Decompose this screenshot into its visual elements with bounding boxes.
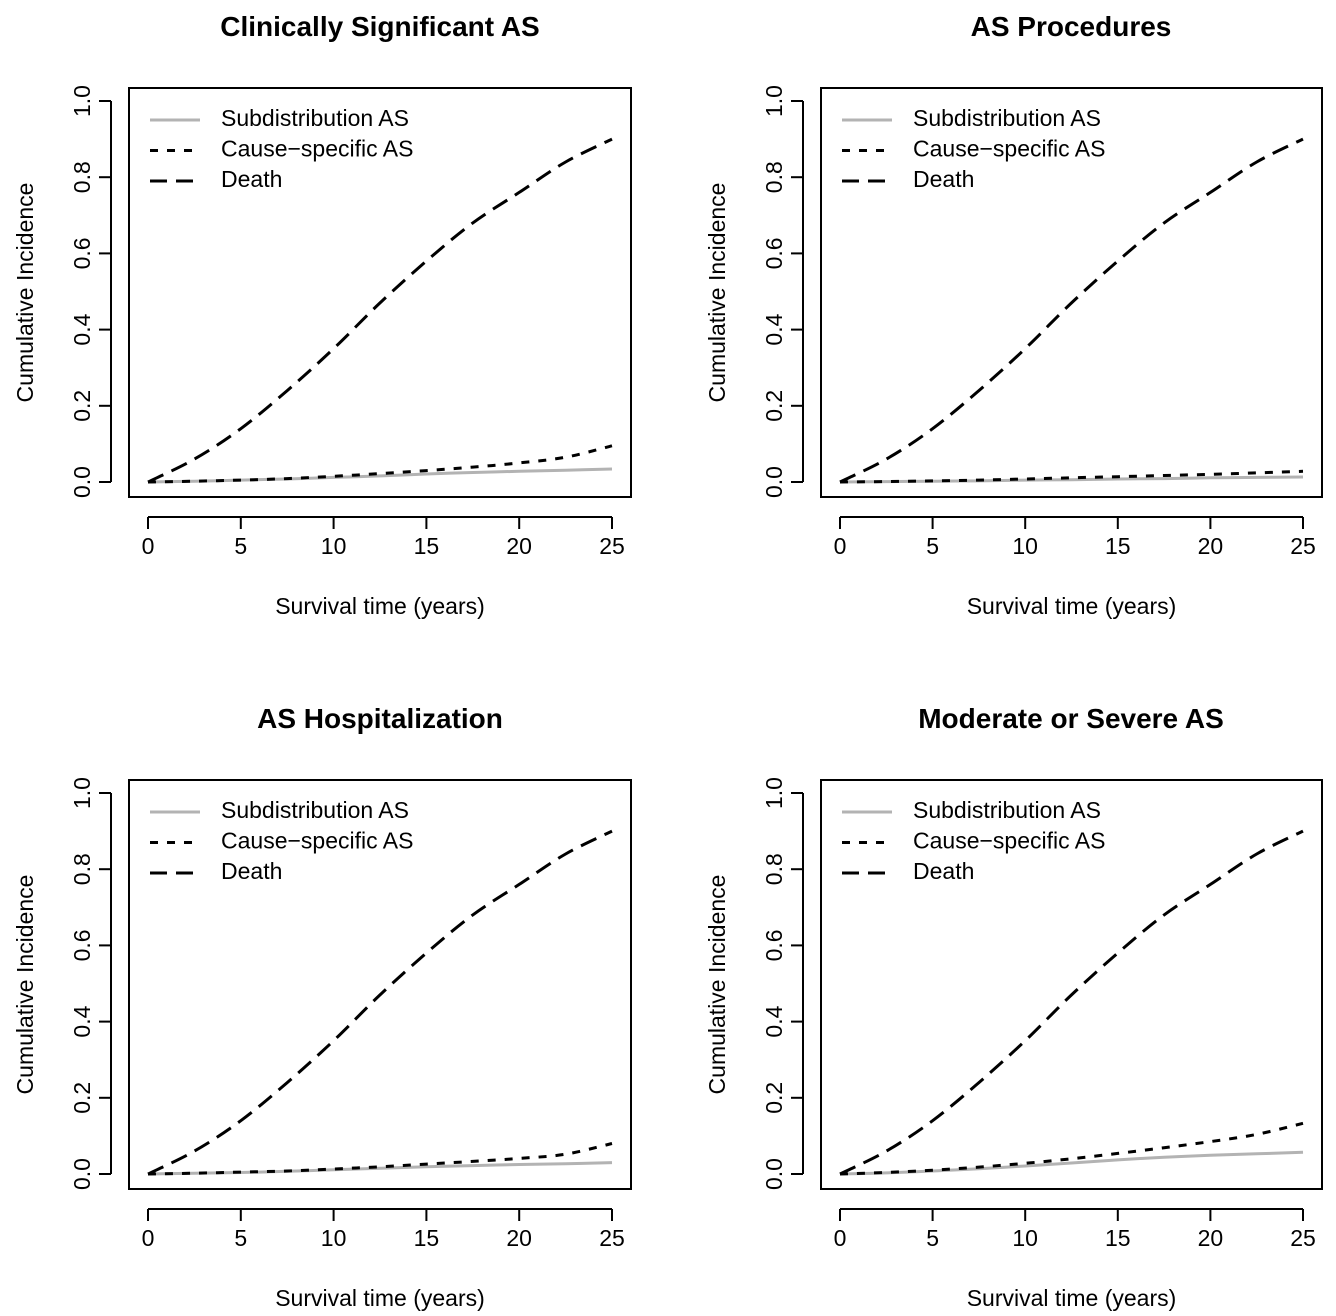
y-tick-label: 0.2 [761, 1082, 787, 1114]
y-tick-label: 1.0 [69, 777, 95, 809]
legend-label: Cause−specific AS [221, 828, 413, 854]
y-axis-title: Cumulative Incidence [12, 183, 38, 403]
x-tick-label: 0 [834, 533, 847, 559]
x-tick-label: 15 [414, 533, 440, 559]
legend-label: Cause−specific AS [913, 136, 1105, 162]
x-tick-label: 10 [321, 533, 347, 559]
y-tick-label: 0.8 [761, 853, 787, 885]
legend-label: Death [913, 858, 974, 884]
x-tick-label: 5 [234, 533, 247, 559]
chart-panel-clinically-significant-as: Clinically Significant AS 0 5 10 15 20 25 Survi… [12, 11, 632, 619]
legend-label: Death [221, 166, 282, 192]
y-tick-label: 0.6 [761, 237, 787, 269]
legend: Subdistribution AS Cause−specific AS Death [150, 105, 413, 192]
chart-panel-moderate-or-severe-as: Moderate or Severe AS 0 5 10 15 20 25 Survival … [704, 703, 1323, 1311]
x-tick-label: 20 [1198, 1225, 1224, 1251]
legend-label: Death [913, 166, 974, 192]
y-tick-label: 0.6 [69, 237, 95, 269]
x-axis-title: Survival time (years) [275, 1285, 485, 1311]
legend: Subdistribution AS Cause−specific AS Death [150, 797, 413, 884]
y-tick-label: 0.4 [69, 1005, 95, 1037]
legend-label: Subdistribution AS [221, 797, 409, 823]
plot-frame [128, 87, 632, 498]
y-tick-label: 0.2 [761, 390, 787, 422]
legend-label: Death [221, 858, 282, 884]
series-line-death [839, 137, 1304, 484]
x-tick-label: 5 [926, 533, 939, 559]
legend-label: Cause−specific AS [913, 828, 1105, 854]
legend: Subdistribution AS Cause−specific AS Death [842, 105, 1105, 192]
x-axis-title: Survival time (years) [967, 593, 1177, 619]
x-axis-title: Survival time (years) [275, 593, 485, 619]
legend-label: Subdistribution AS [913, 105, 1101, 131]
series-line-subdistribution-as [147, 1161, 613, 1176]
y-axis-title: Cumulative Incidence [12, 875, 38, 1095]
x-tick-label: 20 [1198, 533, 1224, 559]
y-tick-label: 0.0 [69, 1158, 95, 1190]
y-tick-label: 0.2 [69, 1082, 95, 1114]
x-tick-label: 25 [599, 1225, 625, 1251]
series-line-cause-specific-as [839, 1121, 1304, 1176]
y-tick-label: 0.4 [69, 313, 95, 345]
x-tick-label: 10 [321, 1225, 347, 1251]
series-line-death [839, 829, 1304, 1176]
x-tick-label: 20 [506, 1225, 532, 1251]
legend: Subdistribution AS Cause−specific AS Death [842, 797, 1105, 884]
plot-frame [128, 779, 632, 1190]
x-tick-label: 0 [142, 1225, 155, 1251]
chart-panel-as-hospitalization: AS Hospitalization 0 5 10 15 20 25 Survival tim… [12, 703, 632, 1311]
chart-panel-as-procedures: AS Procedures 0 5 10 15 20 25 Survival time (ye… [704, 11, 1323, 619]
plot-frame [820, 779, 1323, 1190]
y-tick-label: 0.4 [761, 313, 787, 345]
y-tick-label: 0.8 [761, 161, 787, 193]
x-tick-label: 5 [234, 1225, 247, 1251]
y-tick-label: 0.8 [69, 161, 95, 193]
chart-title: Clinically Significant AS [220, 11, 539, 42]
x-tick-label: 0 [142, 533, 155, 559]
legend-label: Subdistribution AS [221, 105, 409, 131]
y-tick-label: 1.0 [761, 777, 787, 809]
x-tick-label: 25 [1290, 533, 1316, 559]
chart-title: Moderate or Severe AS [918, 703, 1224, 734]
series-line-death [147, 829, 613, 1176]
x-tick-label: 25 [1290, 1225, 1316, 1251]
y-axis-title: Cumulative Incidence [704, 183, 730, 403]
series-line-subdistribution-as [839, 1150, 1304, 1176]
x-tick-label: 0 [834, 1225, 847, 1251]
y-tick-label: 0.8 [69, 853, 95, 885]
x-tick-label: 15 [414, 1225, 440, 1251]
y-tick-label: 0.0 [761, 466, 787, 498]
x-tick-label: 15 [1105, 1225, 1131, 1251]
y-axis-title: Cumulative Incidence [704, 875, 730, 1095]
y-tick-label: 0.6 [69, 929, 95, 961]
x-tick-label: 20 [506, 533, 532, 559]
y-tick-label: 0.4 [761, 1005, 787, 1037]
y-tick-label: 0.2 [69, 390, 95, 422]
legend-label: Cause−specific AS [221, 136, 413, 162]
series-line-subdistribution-as [147, 467, 613, 484]
series-line-death [147, 137, 613, 484]
y-tick-label: 1.0 [761, 85, 787, 117]
x-tick-label: 25 [599, 533, 625, 559]
x-tick-label: 10 [1012, 533, 1038, 559]
x-tick-label: 10 [1012, 1225, 1038, 1251]
y-tick-label: 0.0 [761, 1158, 787, 1190]
series-line-subdistribution-as [839, 475, 1304, 484]
x-tick-label: 5 [926, 1225, 939, 1251]
x-tick-label: 15 [1105, 533, 1131, 559]
x-axis-title: Survival time (years) [967, 1285, 1177, 1311]
y-tick-label: 0.6 [761, 929, 787, 961]
legend-label: Subdistribution AS [913, 797, 1101, 823]
plot-frame [820, 87, 1323, 498]
chart-title: AS Procedures [971, 11, 1172, 42]
chart-title: AS Hospitalization [257, 703, 503, 734]
y-tick-label: 0.0 [69, 466, 95, 498]
y-tick-label: 1.0 [69, 85, 95, 117]
